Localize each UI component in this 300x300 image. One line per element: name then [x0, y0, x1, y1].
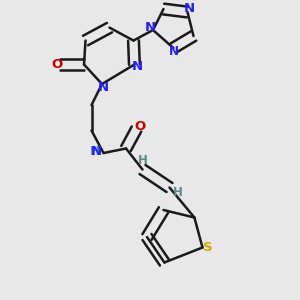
Text: O: O — [134, 120, 145, 133]
Text: O: O — [51, 58, 63, 71]
Text: N: N — [145, 21, 156, 34]
Text: N: N — [168, 44, 178, 58]
Text: N: N — [91, 145, 102, 158]
Text: H: H — [90, 145, 100, 158]
Text: H: H — [173, 186, 183, 200]
Text: H: H — [138, 154, 147, 167]
Text: N: N — [183, 2, 195, 15]
Text: N: N — [97, 81, 109, 94]
Text: S: S — [203, 241, 213, 254]
Text: N: N — [132, 59, 143, 73]
